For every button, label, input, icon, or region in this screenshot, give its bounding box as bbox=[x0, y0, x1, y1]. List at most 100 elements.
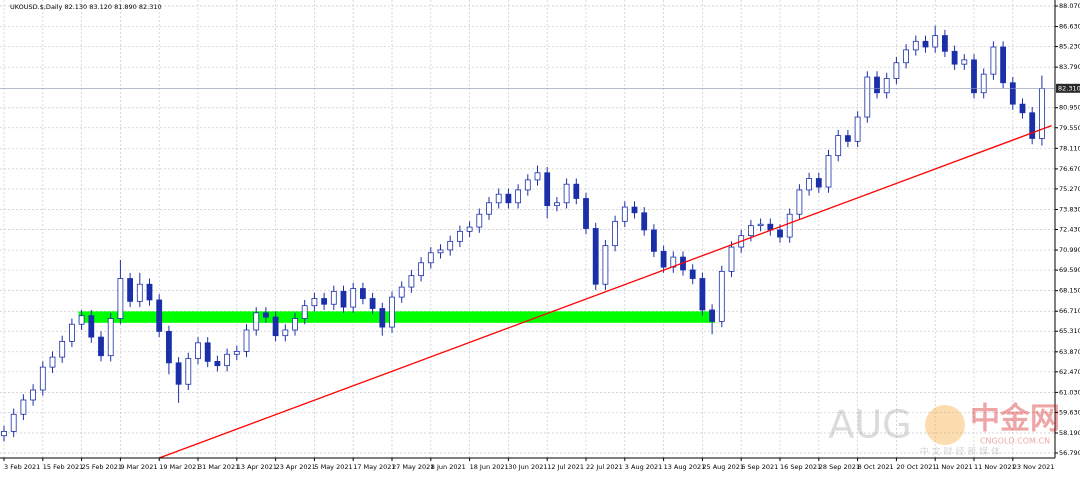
candle-body bbox=[98, 336, 104, 357]
x-tick-label: 5 May 2021 bbox=[314, 463, 352, 471]
x-tick-label: 30 Jun 2021 bbox=[508, 463, 547, 471]
candle-body bbox=[330, 290, 337, 305]
x-tick-label: 15 Feb 2021 bbox=[43, 463, 83, 471]
y-tick-label: 72.430 bbox=[1059, 226, 1080, 234]
candle-body bbox=[204, 342, 211, 362]
x-tick-label: 23 Nov 2021 bbox=[1013, 463, 1055, 471]
candle-body bbox=[243, 329, 250, 352]
x-tick-label: 8 Jun 2021 bbox=[431, 463, 466, 471]
candle-body bbox=[408, 275, 415, 288]
candle-body bbox=[20, 399, 27, 415]
candle-body bbox=[1000, 46, 1006, 84]
candle-body bbox=[340, 290, 347, 308]
y-tick-label: 85.230 bbox=[1059, 43, 1080, 51]
candle-body bbox=[709, 309, 715, 322]
candle-body bbox=[515, 189, 521, 204]
candle-body bbox=[796, 189, 803, 215]
candle-body bbox=[583, 198, 589, 229]
candle-body bbox=[563, 183, 570, 204]
candle-body bbox=[262, 312, 269, 318]
candle-body bbox=[311, 298, 318, 307]
y-tick-label: 69.590 bbox=[1059, 266, 1080, 274]
candle-body bbox=[156, 299, 163, 332]
candle-body bbox=[233, 350, 240, 355]
candle-body bbox=[883, 78, 890, 94]
candle-body bbox=[1039, 88, 1045, 139]
y-tick-label: 65.310 bbox=[1059, 327, 1080, 335]
candle-body bbox=[980, 73, 987, 94]
x-tick-label: 3 Feb 2021 bbox=[4, 463, 40, 471]
candle-body bbox=[359, 288, 366, 299]
candle-body bbox=[1029, 112, 1036, 139]
candle-body bbox=[815, 178, 822, 188]
y-tick-label: 70.990 bbox=[1059, 246, 1080, 254]
candle-body bbox=[10, 413, 17, 432]
candle-body bbox=[845, 135, 851, 142]
candle-body bbox=[806, 178, 812, 191]
candle-body bbox=[602, 245, 609, 285]
candle-body bbox=[369, 298, 376, 309]
candle-body bbox=[854, 116, 861, 142]
x-tick-label: 17 May 2021 bbox=[353, 463, 395, 471]
candle-body bbox=[961, 59, 968, 65]
y-tick-label: 62.470 bbox=[1059, 368, 1080, 376]
x-tick-label: 25 Feb 2021 bbox=[82, 463, 122, 471]
x-tick-label: 19 Mar 2021 bbox=[159, 463, 200, 471]
y-tick-label: 56.790 bbox=[1059, 449, 1080, 457]
candle-body bbox=[447, 240, 454, 251]
y-tick-label: 61.030 bbox=[1059, 388, 1080, 396]
candle-body bbox=[427, 252, 434, 264]
watermark-logo: 中金网 bbox=[970, 402, 1060, 437]
x-tick-label: 9 Mar 2021 bbox=[120, 463, 157, 471]
candle-body bbox=[621, 206, 628, 222]
candle-body bbox=[932, 35, 939, 48]
candle-body bbox=[573, 183, 580, 199]
y-tick-label: 83.790 bbox=[1059, 63, 1080, 71]
candle-body bbox=[185, 358, 192, 385]
trendline bbox=[158, 125, 1052, 459]
x-tick-label: 23 Apr 2021 bbox=[276, 463, 316, 471]
candle-body bbox=[224, 353, 231, 367]
candle-body bbox=[379, 308, 386, 328]
candle-body bbox=[466, 226, 473, 232]
candle-body bbox=[912, 40, 919, 51]
x-tick-label: 27 May 2021 bbox=[392, 463, 434, 471]
y-tick-label: 88.070 bbox=[1059, 2, 1080, 10]
candle-body bbox=[495, 193, 502, 204]
candle-body bbox=[195, 342, 201, 359]
watermark-slogan: 中 文 财 经 新 媒 体 bbox=[920, 446, 1000, 458]
watermark: AUG 中金网 CNGOLD.COM.CN 中 文 财 经 新 媒 体 bbox=[828, 402, 1060, 458]
candle-body bbox=[136, 283, 143, 302]
current-price-box bbox=[1056, 83, 1080, 93]
x-tick-label: 13 Apr 2021 bbox=[237, 463, 277, 471]
candle-body bbox=[651, 229, 657, 252]
y-tick-label: 63.870 bbox=[1059, 348, 1080, 356]
candle-body bbox=[301, 305, 308, 319]
candle-body bbox=[476, 213, 483, 228]
watermark-brand: AUG bbox=[828, 403, 911, 447]
candle-body bbox=[874, 76, 880, 94]
candle-body bbox=[689, 269, 696, 279]
support-zone bbox=[78, 311, 716, 323]
candle-body bbox=[165, 330, 172, 364]
candle-body bbox=[282, 329, 289, 337]
y-tick-label: 80.950 bbox=[1059, 104, 1080, 112]
y-tick-label: 76.670 bbox=[1059, 165, 1080, 173]
x-tick-label: 3 Aug 2021 bbox=[625, 463, 663, 471]
candle-body bbox=[418, 262, 425, 277]
candle-body bbox=[117, 278, 124, 319]
x-tick-label: 8 Oct 2021 bbox=[858, 463, 894, 471]
candle-body bbox=[272, 316, 279, 337]
x-tick-label: 22 Jul 2021 bbox=[586, 463, 623, 471]
candle-body bbox=[951, 50, 958, 65]
chart-title: UKOUSD.$,Daily 82.130 83.120 81.890 82.3… bbox=[10, 3, 162, 11]
watermark-site: CNGOLD.COM.CN bbox=[980, 437, 1050, 446]
watermark-logo-icon bbox=[925, 405, 965, 445]
y-tick-label: 86.630 bbox=[1059, 23, 1080, 31]
y-tick-label: 68.150 bbox=[1059, 287, 1080, 295]
candle-body bbox=[486, 202, 492, 215]
candle-body bbox=[592, 228, 599, 285]
x-tick-label: 1 Nov 2021 bbox=[935, 463, 973, 471]
